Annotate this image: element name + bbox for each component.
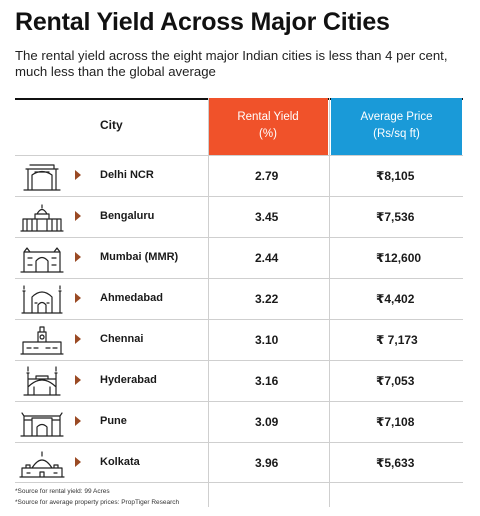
table-row: Pune 3.09 ₹7,108 [15,401,463,442]
row-arrow-icon [75,457,81,467]
row-arrow-icon [75,334,81,344]
central-station-icon [18,324,66,356]
cell-rental-yield: 3.22 [255,292,279,306]
rental-yield-header-line1: Rental Yield [237,111,299,123]
rental-yield-header-line2: (%) [259,128,277,140]
table-row: Chennai 3.10 ₹ 7,173 [15,319,463,360]
table-row: Kolkata 3.96 ₹5,633 [15,442,463,483]
cell-city: Kolkata [100,456,140,468]
cell-rental-yield: 3.09 [255,415,279,429]
cell-average-price: ₹7,536 [376,210,415,224]
cell-average-price: ₹7,108 [376,415,415,429]
row-arrow-icon [75,252,81,262]
shaniwar-wada-icon [18,406,66,438]
cell-city: Delhi NCR [100,169,154,181]
row-arrow-icon [75,170,81,180]
column-header-city: City [100,118,123,132]
mosque-icon [18,283,66,315]
cell-rental-yield: 3.45 [255,210,279,224]
footnote-price-source: *Source for average property prices: Pro… [15,499,180,506]
column-divider [329,98,330,507]
footnote-rental-yield-source: *Source for rental yield: 99 Acres [15,488,110,495]
cell-rental-yield: 3.10 [255,333,279,347]
column-header-average-price: Average Price (Rs/sq ft) [331,98,462,155]
table-row: Mumbai (MMR) 2.44 ₹12,600 [15,237,463,278]
cell-city: Ahmedabad [100,292,163,304]
row-arrow-icon [75,375,81,385]
cell-average-price: ₹7,053 [376,374,415,388]
cell-city: Bengaluru [100,210,155,222]
table-row: Delhi NCR 2.79 ₹8,105 [15,155,463,196]
cell-city: Mumbai (MMR) [100,251,179,263]
gateway-of-india-icon [18,242,66,274]
page-subtitle: The rental yield across the eight major … [15,48,448,79]
column-divider [208,98,209,507]
cell-average-price: ₹5,633 [376,456,415,470]
column-header-rental-yield: Rental Yield (%) [208,98,328,155]
victoria-memorial-icon [18,447,66,479]
row-arrow-icon [75,293,81,303]
cell-city: Hyderabad [100,374,157,386]
cell-rental-yield: 2.79 [255,169,279,183]
cell-average-price: ₹ 7,173 [376,333,418,347]
table-row: Hyderabad 3.16 ₹7,053 [15,360,463,401]
cell-average-price: ₹4,402 [376,292,415,306]
vidhana-soudha-icon [18,201,66,233]
page-title: Rental Yield Across Major Cities [15,8,390,36]
cell-rental-yield: 3.16 [255,374,279,388]
row-arrow-icon [75,416,81,426]
row-arrow-icon [75,211,81,221]
table-body: Delhi NCR 2.79 ₹8,105 Bengaluru 3.45 ₹7,536 Mu… [15,155,463,483]
average-price-header-line1: Average Price [360,111,433,123]
cell-average-price: ₹8,105 [376,169,415,183]
cell-city: Pune [100,415,127,427]
charminar-icon [18,365,66,397]
cell-rental-yield: 3.96 [255,456,279,470]
cell-city: Chennai [100,333,144,345]
cell-rental-yield: 2.44 [255,251,279,265]
average-price-header-line2: (Rs/sq ft) [373,128,420,140]
cell-average-price: ₹12,600 [376,251,422,265]
india-gate-icon [18,160,66,192]
table-row: Bengaluru 3.45 ₹7,536 [15,196,463,237]
table-row: Ahmedabad 3.22 ₹4,402 [15,278,463,319]
